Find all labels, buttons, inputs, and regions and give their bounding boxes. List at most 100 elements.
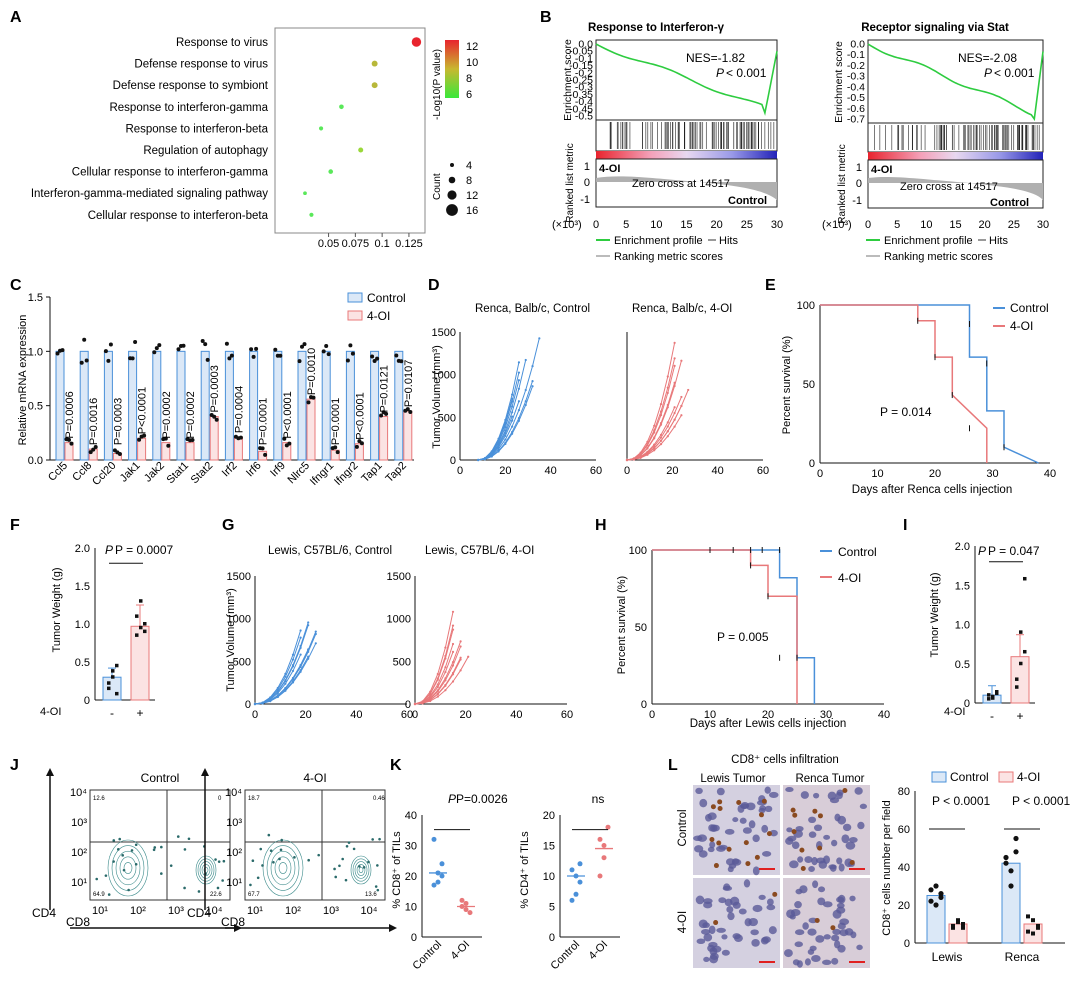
- go-term-label: Cellular response to interferon-gamma: [72, 167, 269, 179]
- f-p-label: P: [105, 543, 113, 557]
- panel-l-infiltration: CD8⁺ cells infiltration Lewis Tumor Renc…: [677, 754, 1070, 968]
- flow-event: [345, 844, 349, 848]
- size-legend-label: 16: [466, 205, 478, 217]
- tumor-growth-point: [451, 642, 455, 646]
- tumor-growth-point: [653, 445, 656, 448]
- legend-4oi: 4-OI: [838, 571, 861, 585]
- til-point: [605, 824, 611, 830]
- cell-nucleus: [721, 934, 728, 940]
- x-tick-label: 10¹: [247, 905, 263, 917]
- x-tick-label: 0: [252, 709, 258, 721]
- go-term-label: Cellular response to interferon-beta: [88, 210, 269, 222]
- x-tick-label: 10⁴: [206, 905, 223, 917]
- y-tick-label: -0.4: [575, 96, 593, 108]
- l-ylabel: CD8⁺ cells number per field: [881, 800, 893, 935]
- cd8-positive-cell: [710, 804, 716, 810]
- quadrant-value: 0.46: [373, 796, 385, 802]
- x-tick-label: 25: [1008, 219, 1020, 231]
- x-tick-label: 20: [762, 709, 774, 721]
- point-4oi: [214, 417, 219, 422]
- cell-nucleus: [791, 841, 800, 849]
- flow-event: [118, 837, 122, 841]
- bar-4oi: [306, 398, 316, 461]
- contour: [119, 856, 137, 880]
- y-tick-label: 0.0: [28, 455, 43, 467]
- point-control: [1013, 849, 1019, 855]
- g-title-4oi: Lewis, C57BL/6, 4-OI: [425, 545, 534, 557]
- til-point: [431, 836, 437, 842]
- rank-ytick: 1: [856, 162, 862, 174]
- point-4oi: [951, 923, 955, 928]
- tumor-growth-point: [659, 439, 663, 442]
- x-tick-label: 10²: [130, 905, 146, 917]
- x-tick-label: Lewis: [932, 950, 963, 964]
- tumor-growth-point: [421, 702, 424, 705]
- weight-point: [111, 675, 115, 679]
- tumor-growth-point: [517, 379, 521, 382]
- tumor-growth-point: [314, 630, 317, 633]
- tumor-growth-point: [497, 446, 500, 449]
- flow-event: [95, 877, 99, 881]
- tumor-growth-point: [511, 432, 514, 435]
- legend-control: Control: [1010, 301, 1049, 315]
- cell-nucleus: [838, 863, 845, 872]
- cell-nucleus: [746, 802, 756, 811]
- tumor-growth-point: [673, 406, 676, 409]
- point-control: [224, 341, 229, 346]
- f-group-label: 4-OI: [40, 706, 61, 718]
- y-tick-label: 500: [393, 656, 411, 668]
- point-4oi: [238, 435, 243, 440]
- cd8-positive-cell: [792, 812, 798, 818]
- cell-nucleus: [822, 901, 833, 908]
- cell-nucleus: [727, 912, 735, 921]
- flow-event: [104, 874, 108, 877]
- legend-hits: Hits: [719, 235, 738, 247]
- point-4oi: [69, 441, 74, 446]
- point-control: [297, 359, 302, 364]
- y-tick-label: -0.7: [847, 114, 865, 126]
- size-legend-label: 8: [466, 175, 472, 187]
- flow-event: [267, 833, 271, 837]
- tumor-growth-point: [459, 669, 462, 672]
- tumor-growth-point: [276, 686, 279, 690]
- point-4oi: [311, 395, 316, 400]
- tumor-growth-point: [314, 632, 317, 636]
- e-ylabel: Percent survival (%): [781, 336, 793, 434]
- cd8-positive-cell: [761, 798, 767, 804]
- tumor-growth-point: [673, 364, 676, 367]
- tumor-growth-point: [444, 677, 447, 680]
- colorbar-tick: 6: [466, 89, 472, 101]
- x-tick-label: 30: [820, 709, 832, 721]
- x-tick-label: Tap2: [384, 460, 409, 485]
- cd8-positive-cell: [830, 925, 836, 931]
- tumor-growth-point: [451, 610, 455, 613]
- bar-control: [370, 350, 380, 461]
- p-value: P=0.0001: [258, 398, 270, 445]
- rank-label-4oi: 4-OI: [871, 164, 892, 176]
- x-unit: (×10³): [822, 219, 852, 231]
- flow-event: [112, 860, 115, 863]
- tumor-growth-point: [666, 375, 669, 378]
- tumor-growth-point: [504, 434, 507, 438]
- d-title-control: Renca, Balb/c, Control: [475, 303, 590, 315]
- flow-xlabel: CD8: [66, 915, 90, 929]
- y-tick-label: 10¹: [226, 877, 242, 889]
- l-row-control: Control: [677, 809, 689, 846]
- cell-nucleus: [808, 865, 815, 872]
- point-control: [55, 351, 60, 356]
- x-tick-label: 60: [757, 465, 769, 477]
- flow-frame: [89, 789, 231, 901]
- l-title: CD8⁺ cells infiltration: [731, 754, 839, 766]
- panel-i-weight: Tumor Weight (g) P P = 0.047 4-OI 0 0.5 1.…: [929, 541, 1040, 723]
- cell-nucleus: [699, 798, 708, 808]
- cell-nucleus: [732, 901, 741, 909]
- tumor-growth-point: [436, 695, 439, 698]
- flow-ylabel: CD4: [32, 906, 56, 920]
- cell-nucleus: [732, 858, 740, 865]
- weight-point: [1015, 685, 1019, 689]
- rank-ylabel: Ranked list metric: [837, 144, 848, 223]
- tumor-growth-point: [646, 451, 649, 454]
- bar-control: [297, 350, 307, 461]
- k1-pvalue: P=0.0026: [456, 792, 508, 806]
- legend-control-swatch: [347, 292, 363, 303]
